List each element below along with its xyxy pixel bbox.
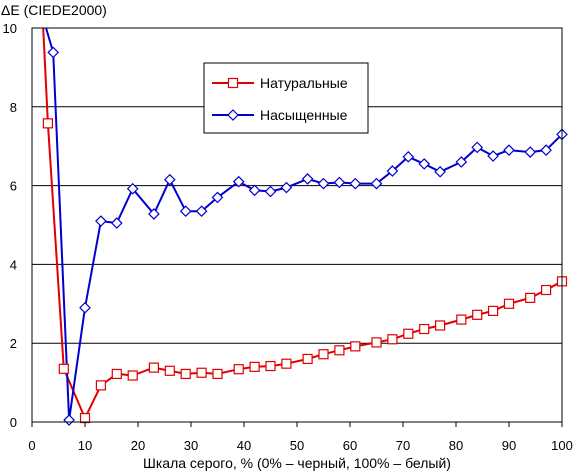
legend-marker-square (227, 77, 239, 89)
series-2-point (503, 144, 515, 156)
x-axis-title: Шкала серого, % (0% – черный, 100% – бел… (143, 455, 451, 471)
y-tick-label: 0 (10, 415, 17, 430)
series-2-point (47, 46, 60, 59)
series-2-point (79, 301, 91, 314)
series-2-point (434, 165, 446, 178)
x-tick-label: 0 (28, 438, 35, 453)
series-1-point (111, 368, 122, 380)
series-2-point (163, 173, 176, 186)
series-1-point (281, 358, 292, 369)
series-2-point (280, 181, 293, 194)
series-2-point (455, 156, 468, 168)
axes (31, 27, 563, 427)
series-2-point (148, 208, 160, 220)
series-2-point (63, 414, 75, 426)
series-1-point (180, 368, 191, 380)
legend-label: Насыщенные (260, 107, 348, 123)
series-2-point (126, 182, 139, 195)
series-1-point (371, 337, 382, 348)
series-2-point (333, 176, 346, 189)
series-2-point (95, 215, 107, 227)
x-tick-label: 20 (131, 438, 145, 453)
series-2-point (179, 205, 192, 218)
x-tick-label: 60 (343, 438, 357, 453)
series-2-point (349, 177, 362, 190)
legend-marker-diamond (227, 109, 239, 121)
series-1-point (334, 345, 345, 356)
series-2-point (540, 144, 552, 156)
x-tick-label: 80 (449, 438, 463, 453)
series-1-point (302, 353, 313, 365)
series-2-point (317, 177, 330, 190)
series-1-point (350, 341, 361, 352)
series-1-point (233, 364, 244, 375)
series-1-point (403, 328, 414, 339)
series-1-point (503, 298, 515, 309)
x-tick-label: 30 (184, 438, 198, 453)
y-tick-label: 4 (10, 257, 17, 272)
series-1-point (164, 365, 175, 376)
x-tick-label: 100 (551, 438, 573, 453)
series-1-point (318, 349, 329, 360)
x-tick-label: 70 (396, 438, 410, 453)
series-2-point (211, 191, 224, 204)
series-1-point (148, 362, 159, 373)
series-1-point (419, 323, 430, 335)
series-1-point (488, 305, 499, 316)
series-1-point (58, 363, 69, 374)
y-tick-label: 6 (10, 179, 17, 194)
series-2-point (487, 150, 499, 162)
series-1-point (387, 334, 398, 345)
x-tick-label: 50 (290, 438, 304, 453)
series-1-point (42, 118, 54, 129)
series-1-point (79, 412, 91, 424)
series-2-point (471, 141, 484, 154)
y-tick-label: 10 (3, 21, 17, 36)
legend-label: Натуральные (260, 75, 348, 91)
series-2-point (301, 173, 314, 185)
series-1-point (196, 367, 207, 378)
x-tick-label: 10 (78, 438, 92, 453)
series-1-point (525, 292, 536, 303)
series-2-point (195, 205, 208, 218)
series-1-point (265, 360, 276, 372)
x-tick-label: 40 (237, 438, 251, 453)
series-1-point (540, 284, 552, 296)
series-2-point (232, 175, 245, 188)
series-2-point (248, 184, 261, 197)
series-2-point (418, 158, 431, 170)
series-1-point (249, 361, 260, 372)
series-1-point (212, 368, 223, 380)
series-2-point (370, 177, 383, 190)
series-1-point (472, 309, 483, 320)
x-tick-label: 90 (502, 438, 516, 453)
series-1-point (127, 370, 138, 381)
series-1-point (456, 314, 467, 325)
y-axis-title: ΔE (CIEDE2000) (1, 2, 107, 18)
series-2-point (110, 217, 123, 229)
series-2-point (264, 185, 277, 198)
series-1-point (435, 320, 446, 331)
series-2-point (524, 146, 537, 158)
legend: Натуральные Насыщенные (203, 62, 369, 134)
y-tick-label: 8 (10, 100, 17, 115)
series-1-point (95, 380, 107, 391)
legend-box (203, 62, 369, 134)
series-2-point (386, 165, 399, 177)
y-tick-label: 2 (10, 336, 17, 351)
plot-markers (42, 46, 568, 426)
series-2-point (402, 150, 415, 163)
